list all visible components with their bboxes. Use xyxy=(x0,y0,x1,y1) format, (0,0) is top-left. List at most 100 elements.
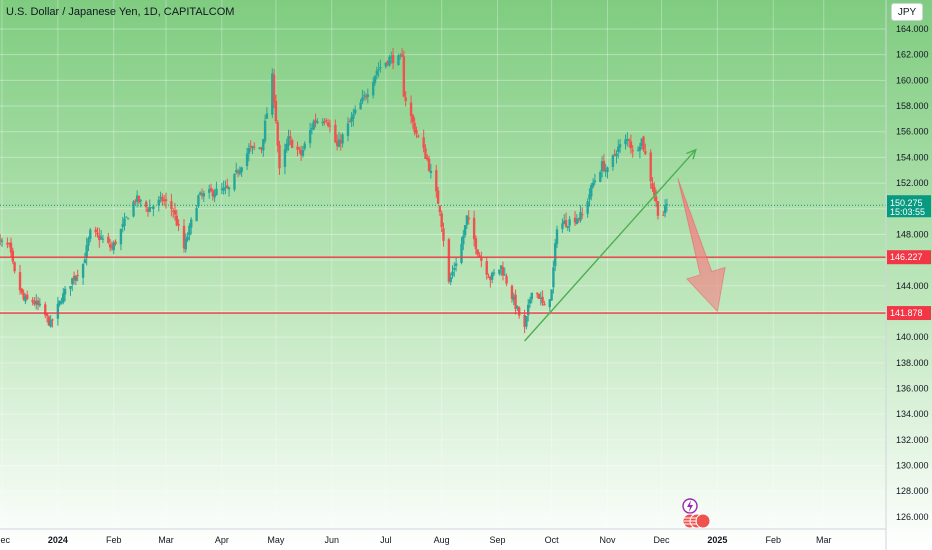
candle-body xyxy=(51,319,54,321)
candle-body xyxy=(359,102,362,110)
candle-body xyxy=(83,259,87,264)
candle-body xyxy=(335,141,339,147)
candle-body xyxy=(74,276,78,281)
level-price-tag-text: 141.878 xyxy=(890,308,923,318)
candle-body xyxy=(526,304,530,316)
candle-body xyxy=(492,272,496,274)
candle-body xyxy=(258,147,261,149)
candle-body xyxy=(539,297,542,299)
candle-body xyxy=(426,157,429,160)
candle-body xyxy=(480,257,483,261)
candle-body xyxy=(298,148,301,150)
x-tick-label: Dec xyxy=(654,535,671,545)
candle-body xyxy=(81,263,85,278)
candle-body xyxy=(510,285,514,299)
y-tick-label: 148.000 xyxy=(896,229,929,239)
candle-body xyxy=(537,294,541,299)
y-tick-label: 130.000 xyxy=(896,461,929,471)
candle-body xyxy=(517,307,521,316)
footer-icons[interactable] xyxy=(682,498,711,529)
candle-body xyxy=(613,154,616,156)
projection-arrow[interactable] xyxy=(677,177,726,313)
candle-body xyxy=(413,122,416,133)
candle-body xyxy=(263,120,267,141)
countdown-text: 15:03:55 xyxy=(890,207,925,217)
candle-body xyxy=(465,215,469,225)
candle-body xyxy=(487,276,490,278)
us-flag-icon-3[interactable] xyxy=(695,513,711,529)
candle-body xyxy=(135,195,139,202)
x-tick-label: Mar xyxy=(816,535,832,545)
candle-body xyxy=(528,299,532,304)
candle-body xyxy=(227,187,231,190)
candle-body xyxy=(638,146,642,151)
candle-body xyxy=(366,94,370,97)
drawings[interactable] xyxy=(0,148,886,342)
candle-body xyxy=(107,236,110,243)
candle-body xyxy=(586,201,589,214)
candle-body xyxy=(353,109,357,114)
candle-body xyxy=(400,54,404,57)
candle-body xyxy=(58,300,61,305)
candle-body xyxy=(415,130,418,134)
candle-body xyxy=(568,219,571,226)
x-tick-label: Sep xyxy=(490,535,506,545)
candle-body xyxy=(604,169,607,172)
candle-body xyxy=(442,228,445,241)
candle-body xyxy=(249,145,252,147)
trendline-arrowhead xyxy=(686,148,697,160)
candle-body xyxy=(44,304,47,316)
candle-body xyxy=(649,152,652,182)
x-tick-label: Apr xyxy=(215,535,229,545)
candle-body xyxy=(289,136,292,139)
candle-body xyxy=(63,288,67,295)
candle-body xyxy=(60,302,63,304)
candle-body xyxy=(260,148,263,150)
candle-body xyxy=(49,319,52,327)
candle-body xyxy=(87,238,90,246)
candle-body xyxy=(200,194,204,196)
x-tick-label: 2025 xyxy=(707,535,727,545)
candle-body xyxy=(36,300,40,305)
candle-body xyxy=(541,296,544,304)
x-axis[interactable]: Dec 2024 Feb Mar Apr May Jun Jul Aug Sep Oct Nov Dec… xyxy=(0,528,886,545)
candle-body xyxy=(161,197,164,202)
candle-body xyxy=(478,255,481,258)
candle-body xyxy=(85,245,88,258)
candle-body xyxy=(285,144,288,151)
candle-body xyxy=(171,210,175,212)
candle-body xyxy=(339,140,342,144)
candle-body xyxy=(577,218,580,220)
candle-body xyxy=(276,122,279,146)
candle-body xyxy=(274,100,278,122)
candle-body xyxy=(157,199,160,205)
candle-body xyxy=(397,55,400,66)
candle-body xyxy=(490,272,494,280)
candle-body xyxy=(71,278,74,285)
candle-body xyxy=(361,97,364,102)
candle-body xyxy=(0,240,4,242)
candle-body xyxy=(499,265,503,269)
candle-body xyxy=(663,205,667,214)
candle-body xyxy=(435,170,438,192)
candle-body xyxy=(0,239,2,241)
candle-body xyxy=(364,96,368,98)
candle-body xyxy=(579,212,582,221)
x-tick-label: Feb xyxy=(765,535,781,545)
candle-body xyxy=(76,275,79,277)
trendline[interactable] xyxy=(524,149,697,342)
candle-body xyxy=(337,139,341,147)
candle-body xyxy=(190,219,193,228)
candle-body xyxy=(590,185,593,197)
candle-body xyxy=(550,289,553,301)
candle-body xyxy=(139,200,142,202)
candle-body xyxy=(523,314,526,327)
level-price-tag-text: 146.227 xyxy=(890,252,923,262)
currency-button[interactable]: JPY xyxy=(891,3,923,21)
candle-body xyxy=(476,249,479,255)
candle-body xyxy=(363,95,366,97)
candle-body xyxy=(563,220,566,225)
candle-body xyxy=(99,237,103,239)
candle-body xyxy=(152,206,155,210)
